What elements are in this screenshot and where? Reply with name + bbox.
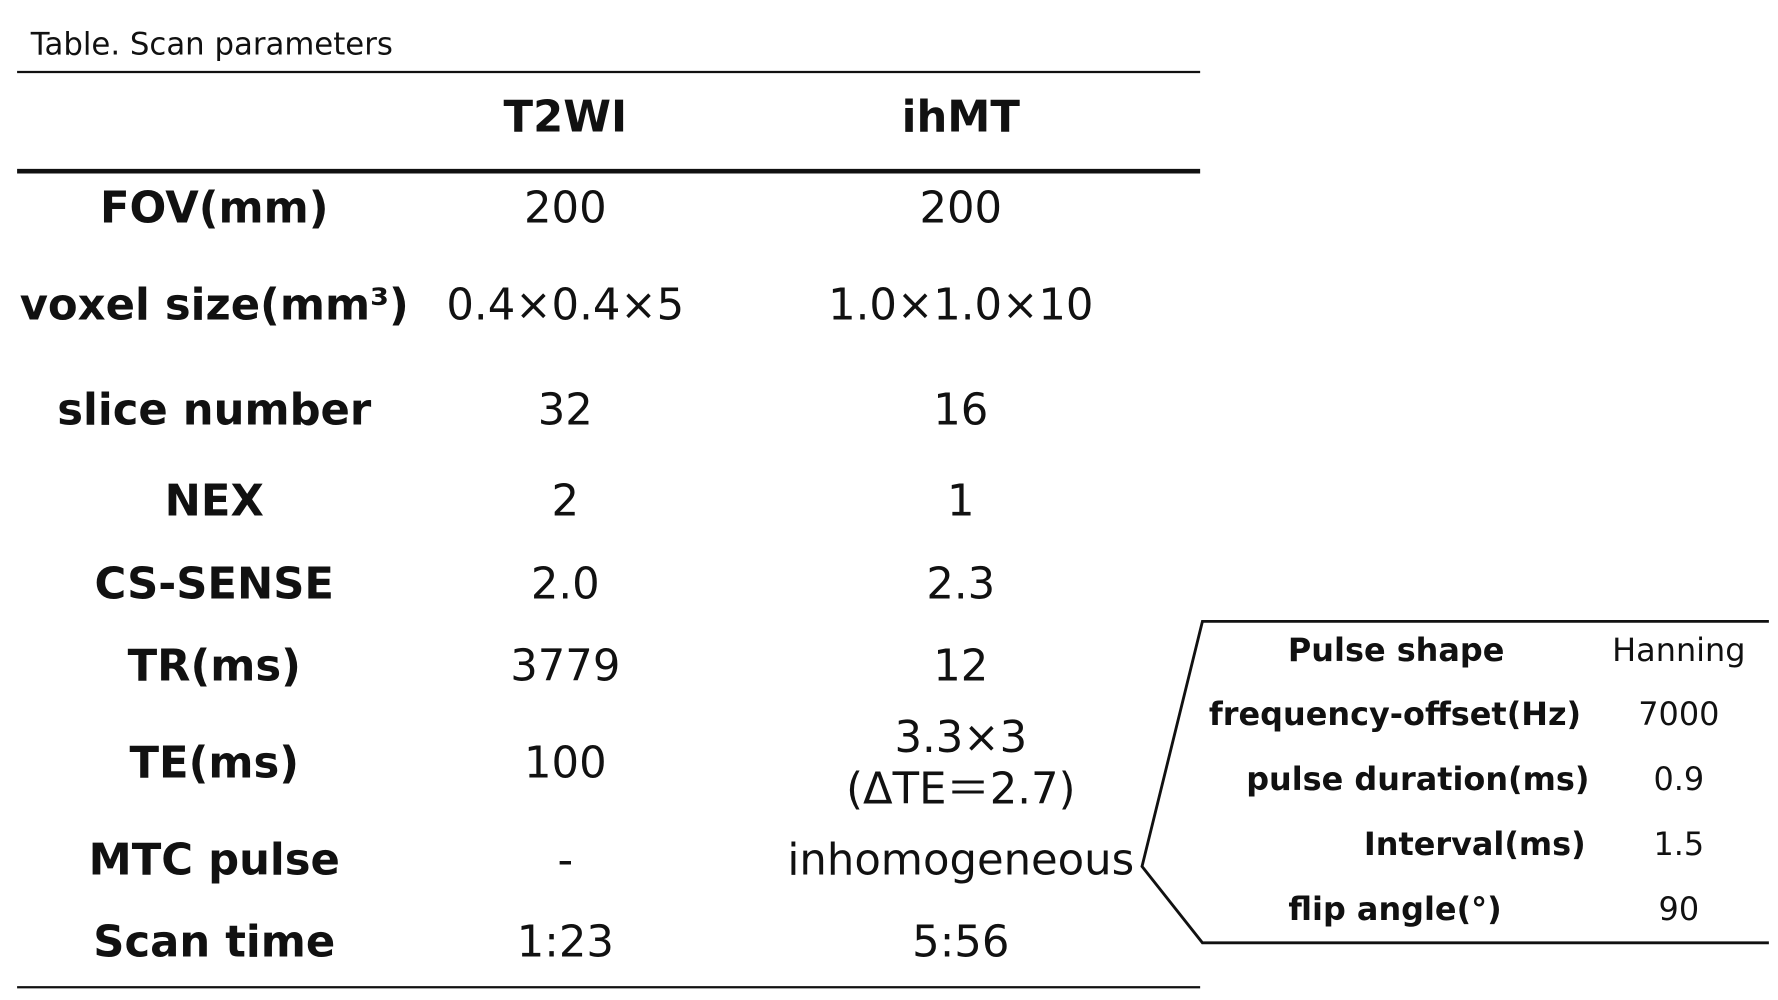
pulse-label: Pulse shape — [1288, 631, 1504, 669]
pulse-value: 0.9 — [1653, 760, 1704, 798]
pulse-value: 7000 — [1638, 695, 1719, 733]
cell: 2.3 — [926, 560, 995, 610]
pulse-label: frequency-offset(Hz) — [1209, 695, 1581, 733]
row-label: FOV(mm) — [100, 184, 329, 234]
cell: 100 — [524, 739, 607, 789]
row-label: voxel size(mm³) — [20, 280, 409, 330]
bracket — [1140, 619, 1769, 945]
cell: 3779 — [510, 642, 620, 692]
row-label: CS-SENSE — [95, 560, 335, 610]
cell: (ΔTE＝2.7) — [846, 764, 1075, 814]
cell: 5:56 — [912, 918, 1009, 968]
cell: 0.4×0.4×5 — [446, 280, 684, 330]
pulse-value: 1.5 — [1653, 825, 1704, 863]
pulse-value: 90 — [1659, 890, 1700, 928]
cell: 32 — [538, 385, 593, 435]
pulse-label: flip angle(°) — [1288, 890, 1501, 928]
cell: 1 — [947, 476, 975, 526]
pulse-value: Hanning — [1612, 631, 1745, 669]
column-header: T2WI — [504, 92, 628, 142]
pulse-label: Interval(ms) — [1364, 825, 1586, 863]
cell: 1.0×1.0×10 — [828, 280, 1093, 330]
row-label: TE(ms) — [129, 739, 299, 789]
caption: Table. Scan parameters — [30, 26, 393, 62]
column-header: ihMT — [902, 92, 1021, 142]
cell: 1:23 — [517, 918, 614, 968]
pulse-label: pulse duration(ms) — [1246, 760, 1589, 798]
cell: 200 — [524, 184, 607, 234]
row-label: Scan time — [93, 918, 335, 968]
cell: 2 — [552, 476, 580, 526]
row-label: MTC pulse — [89, 836, 340, 886]
cell: - — [558, 836, 574, 886]
cell: inhomogeneous — [787, 836, 1134, 886]
row-label: NEX — [165, 476, 264, 526]
cell: 200 — [919, 184, 1002, 234]
cell: 2.0 — [531, 560, 600, 610]
cell: 3.3×3 — [894, 713, 1027, 763]
cell: 12 — [933, 642, 988, 692]
cell: 16 — [933, 385, 988, 435]
row-label: TR(ms) — [128, 642, 301, 692]
row-label: slice number — [57, 385, 372, 435]
